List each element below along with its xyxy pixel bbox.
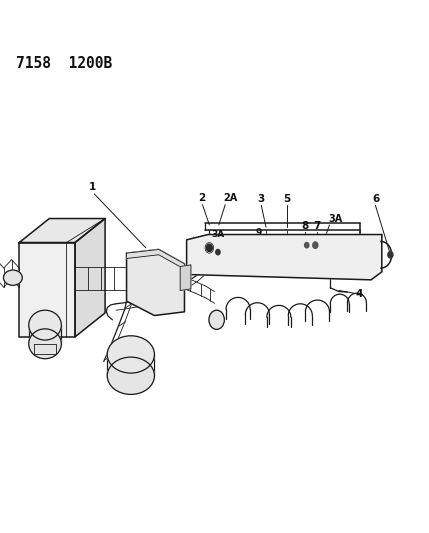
Polygon shape	[19, 219, 105, 243]
Text: 7158  1200B: 7158 1200B	[16, 56, 112, 71]
Text: 5: 5	[283, 193, 290, 204]
Text: 3A: 3A	[329, 214, 343, 224]
Circle shape	[216, 249, 220, 255]
Text: 1: 1	[89, 182, 96, 192]
Text: 3A: 3A	[211, 230, 225, 239]
Text: 9: 9	[256, 228, 262, 237]
Ellipse shape	[107, 336, 154, 373]
Polygon shape	[34, 344, 56, 354]
Polygon shape	[187, 235, 382, 280]
Circle shape	[209, 310, 224, 329]
Ellipse shape	[29, 310, 61, 340]
Text: 2A: 2A	[224, 193, 238, 203]
Text: 2: 2	[198, 193, 205, 203]
Polygon shape	[180, 265, 191, 290]
Polygon shape	[127, 249, 184, 316]
Ellipse shape	[29, 329, 61, 359]
Polygon shape	[75, 219, 105, 337]
Text: 4: 4	[355, 289, 363, 298]
Circle shape	[206, 244, 212, 252]
Circle shape	[388, 252, 393, 258]
Text: 7: 7	[313, 221, 320, 231]
Polygon shape	[127, 249, 184, 269]
Circle shape	[313, 242, 318, 248]
Circle shape	[305, 243, 309, 248]
Text: 3: 3	[258, 193, 265, 204]
Ellipse shape	[107, 357, 154, 394]
Polygon shape	[19, 243, 75, 337]
Text: 6: 6	[373, 193, 380, 204]
Text: 8: 8	[302, 221, 309, 231]
Ellipse shape	[3, 270, 22, 285]
